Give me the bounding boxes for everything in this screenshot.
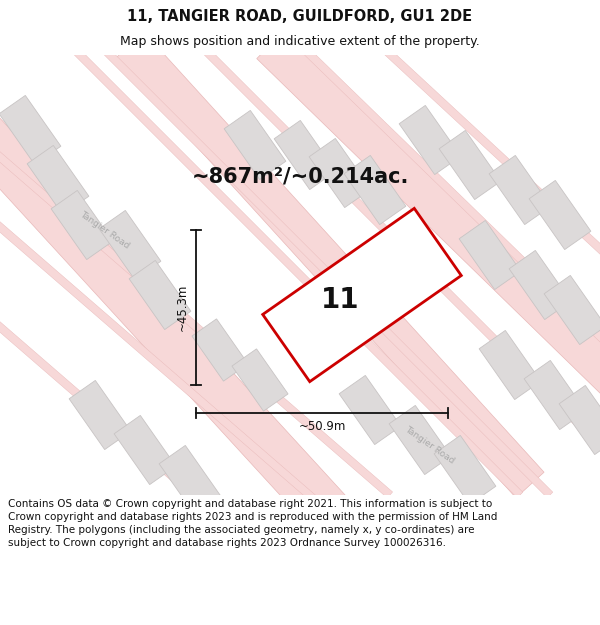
Polygon shape xyxy=(0,96,61,164)
Text: ~50.9m: ~50.9m xyxy=(298,421,346,434)
Text: Tangier Road: Tangier Road xyxy=(79,209,131,251)
Polygon shape xyxy=(389,406,451,474)
Text: Map shows position and indicative extent of the property.: Map shows position and indicative extent… xyxy=(120,35,480,48)
Text: Contains OS data © Crown copyright and database right 2021. This information is : Contains OS data © Crown copyright and d… xyxy=(8,499,497,549)
Polygon shape xyxy=(263,208,461,382)
Polygon shape xyxy=(257,31,600,439)
Polygon shape xyxy=(192,319,248,381)
Text: ~867m²/~0.214ac.: ~867m²/~0.214ac. xyxy=(191,167,409,187)
Polygon shape xyxy=(559,386,600,454)
Polygon shape xyxy=(274,121,336,189)
Polygon shape xyxy=(459,221,521,289)
Polygon shape xyxy=(99,211,161,279)
Polygon shape xyxy=(479,331,541,399)
Polygon shape xyxy=(344,156,406,224)
Polygon shape xyxy=(197,42,600,498)
Polygon shape xyxy=(232,349,288,411)
Polygon shape xyxy=(0,272,392,625)
Text: Tangier Road: Tangier Road xyxy=(404,424,457,466)
Polygon shape xyxy=(434,436,496,504)
Polygon shape xyxy=(27,146,89,214)
Polygon shape xyxy=(309,138,371,208)
Polygon shape xyxy=(0,172,392,568)
Text: 11, TANGIER ROAD, GUILDFORD, GU1 2DE: 11, TANGIER ROAD, GUILDFORD, GU1 2DE xyxy=(127,9,473,24)
Polygon shape xyxy=(129,261,191,329)
Text: ~45.3m: ~45.3m xyxy=(176,284,188,331)
Polygon shape xyxy=(509,251,571,319)
Polygon shape xyxy=(159,446,221,514)
Polygon shape xyxy=(297,42,600,388)
Polygon shape xyxy=(0,94,358,541)
Polygon shape xyxy=(524,361,586,429)
Polygon shape xyxy=(529,181,591,249)
Polygon shape xyxy=(69,381,131,449)
Polygon shape xyxy=(224,111,286,179)
Polygon shape xyxy=(339,376,401,444)
Polygon shape xyxy=(399,106,461,174)
Polygon shape xyxy=(114,416,176,484)
Text: Tangier
Road: Tangier Road xyxy=(292,333,328,367)
Polygon shape xyxy=(377,42,600,298)
Polygon shape xyxy=(489,156,551,224)
Polygon shape xyxy=(51,191,113,259)
Polygon shape xyxy=(116,32,544,498)
Polygon shape xyxy=(439,131,501,199)
Polygon shape xyxy=(0,102,392,498)
Text: 11: 11 xyxy=(321,286,359,314)
Polygon shape xyxy=(97,42,553,498)
Polygon shape xyxy=(544,276,600,344)
Polygon shape xyxy=(67,42,523,498)
